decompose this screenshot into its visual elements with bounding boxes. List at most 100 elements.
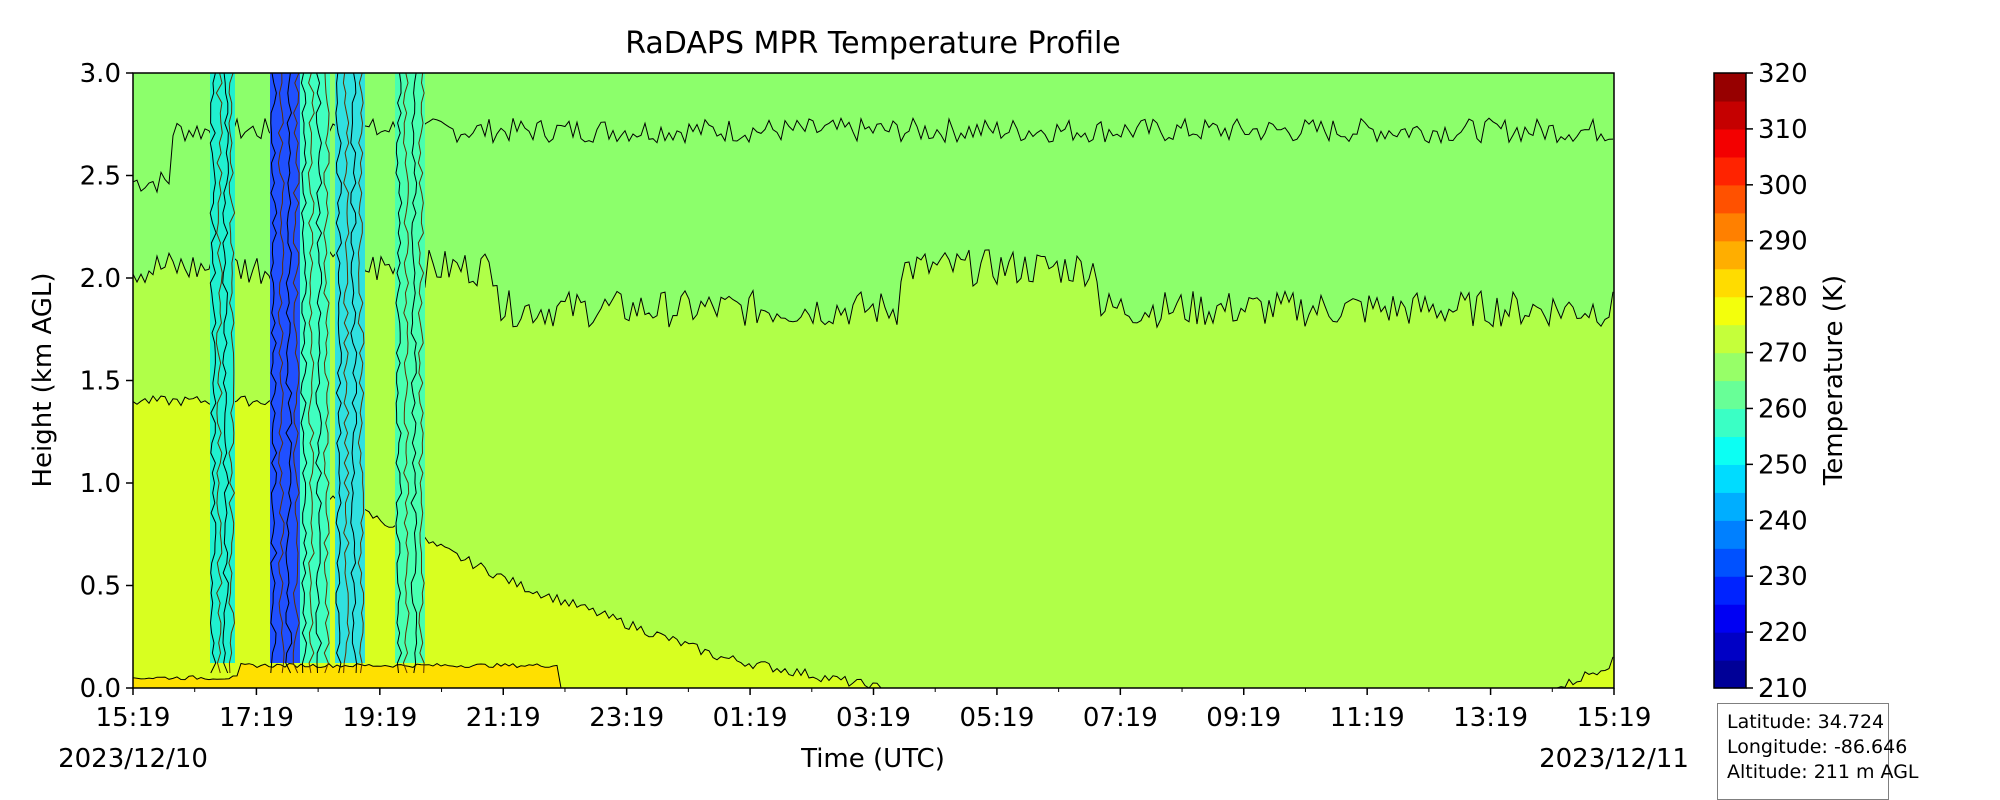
colorbar-tick-label: 300 [1758, 171, 1808, 201]
contour-line [228, 73, 236, 674]
contour-line [215, 73, 223, 674]
x-tick-label: 03:19 [836, 703, 911, 733]
contour-line [133, 249, 1614, 329]
colorbar-level [1714, 604, 1746, 633]
colorbar-tick-label: 250 [1758, 450, 1808, 480]
colorbar-level [1714, 660, 1746, 689]
x-tick-label: 19:19 [342, 703, 417, 733]
colorbar-level [1714, 548, 1746, 577]
contour-line [292, 73, 300, 674]
colorbar-level [1714, 436, 1746, 465]
colorbar-label: Temperature (K) [1819, 275, 1849, 486]
colorbar-level [1714, 464, 1746, 493]
contour-line [323, 73, 330, 674]
contour-line [402, 73, 410, 674]
y-tick-label: 2.0 [80, 264, 121, 294]
colorbar-tick-label: 240 [1758, 506, 1808, 536]
colorbar-level [1714, 352, 1746, 382]
temperature-band [133, 663, 1614, 688]
x-date-right: 2023/12/11 [1539, 744, 1689, 774]
y-axis: 0.0 0.5 1.0 1.5 2.0 2.5 3.0 [80, 59, 133, 704]
colorbar-level [1714, 268, 1746, 298]
chart-title: RaDAPS MPR Temperature Profile [625, 26, 1121, 61]
contour-line [350, 73, 358, 674]
x-tick-label: 09:19 [1206, 703, 1281, 733]
contour-line [307, 73, 315, 674]
altitude-text: Altitude: 211 m AGL [1727, 761, 1919, 783]
colorbar-level [1714, 212, 1746, 242]
contour-line [277, 73, 285, 674]
x-tick-label: 05:19 [959, 703, 1034, 733]
temperature-band [133, 396, 1614, 688]
y-tick-label: 0.0 [80, 674, 121, 704]
y-tick-label: 1.5 [80, 367, 121, 397]
colorbar-tick-label: 210 [1758, 674, 1808, 704]
colorbar-tick-label: 310 [1758, 115, 1808, 145]
contour-line [335, 73, 342, 674]
contour-line [222, 73, 230, 674]
contour-line [133, 395, 1614, 688]
y-axis-label: Height (km AGL) [28, 272, 58, 487]
contour-line [315, 73, 323, 674]
x-tick-label: 15:19 [1577, 703, 1652, 733]
colorbar-level [1714, 240, 1746, 270]
colorbar-tick-label: 320 [1758, 59, 1808, 89]
latitude-text: Latitude: 34.724 [1727, 711, 1885, 733]
colorbar-level [1714, 520, 1746, 549]
colorbar-level [1714, 156, 1746, 186]
x-tick-label: 15:19 [96, 703, 171, 733]
x-tick-label: 01:19 [713, 703, 788, 733]
contour-line [133, 662, 1613, 688]
x-axis: 15:19 17:19 19:19 21:19 23:19 01:19 03:19 05:19… [96, 688, 1652, 733]
contour-line [410, 73, 418, 674]
contour-line [209, 73, 217, 674]
contour-line [300, 73, 308, 674]
x-axis-label: Time (UTC) [800, 744, 945, 774]
plot-area [132, 72, 1615, 689]
colorbar-level [1714, 100, 1746, 130]
colorbar-level [1714, 128, 1746, 158]
colorbar-level [1714, 73, 1746, 102]
colorbar-level [1714, 324, 1746, 354]
y-tick-label: 3.0 [80, 59, 121, 89]
contour-line [285, 73, 293, 674]
x-tick-label: 07:19 [1083, 703, 1158, 733]
colorbar-tick-label: 270 [1758, 339, 1808, 369]
cold-column [270, 73, 300, 663]
x-tick-label: 17:19 [219, 703, 294, 733]
y-tick-label: 0.5 [80, 572, 121, 602]
contour-line [417, 73, 425, 674]
contour-line [357, 73, 365, 674]
y-tick-label: 2.5 [80, 162, 121, 192]
x-tick-label: 21:19 [466, 703, 541, 733]
contour-line [133, 116, 1614, 194]
x-date-left: 2023/12/10 [58, 744, 208, 774]
x-tick-label: 13:19 [1453, 703, 1528, 733]
colorbar-level [1714, 492, 1746, 521]
colorbar-tick-label: 260 [1758, 394, 1808, 424]
contour-line [342, 73, 350, 674]
contour-line [270, 73, 278, 674]
colorbar-level [1714, 408, 1746, 438]
x-tick-label: 11:19 [1330, 703, 1405, 733]
colorbar-level [1714, 184, 1746, 214]
colorbar-level [1714, 380, 1746, 410]
cold-column [395, 73, 425, 663]
cold-column [335, 73, 365, 663]
longitude-text: Longitude: -86.646 [1727, 736, 1908, 758]
colorbar-level [1714, 576, 1746, 605]
station-info-box: Latitude: 34.724 Longitude: -86.646 Alti… [1717, 703, 1919, 800]
colorbar-frame [1713, 72, 1747, 689]
colorbar-level [1714, 296, 1746, 326]
x-tick-label: 23:19 [589, 703, 664, 733]
colorbar-tick-label: 280 [1758, 283, 1808, 313]
temperature-field [133, 73, 1614, 688]
colorbar-tick-label: 220 [1758, 618, 1808, 648]
colorbar-level [1714, 632, 1746, 661]
colorbar: 210 220 230 240 250 260 270 280 290 300 310 320 [1713, 59, 1808, 704]
contour-line [395, 73, 403, 674]
colorbar-tick-label: 290 [1758, 227, 1808, 257]
colorbar-tick-label: 230 [1758, 562, 1808, 592]
y-tick-label: 1.0 [80, 469, 121, 499]
